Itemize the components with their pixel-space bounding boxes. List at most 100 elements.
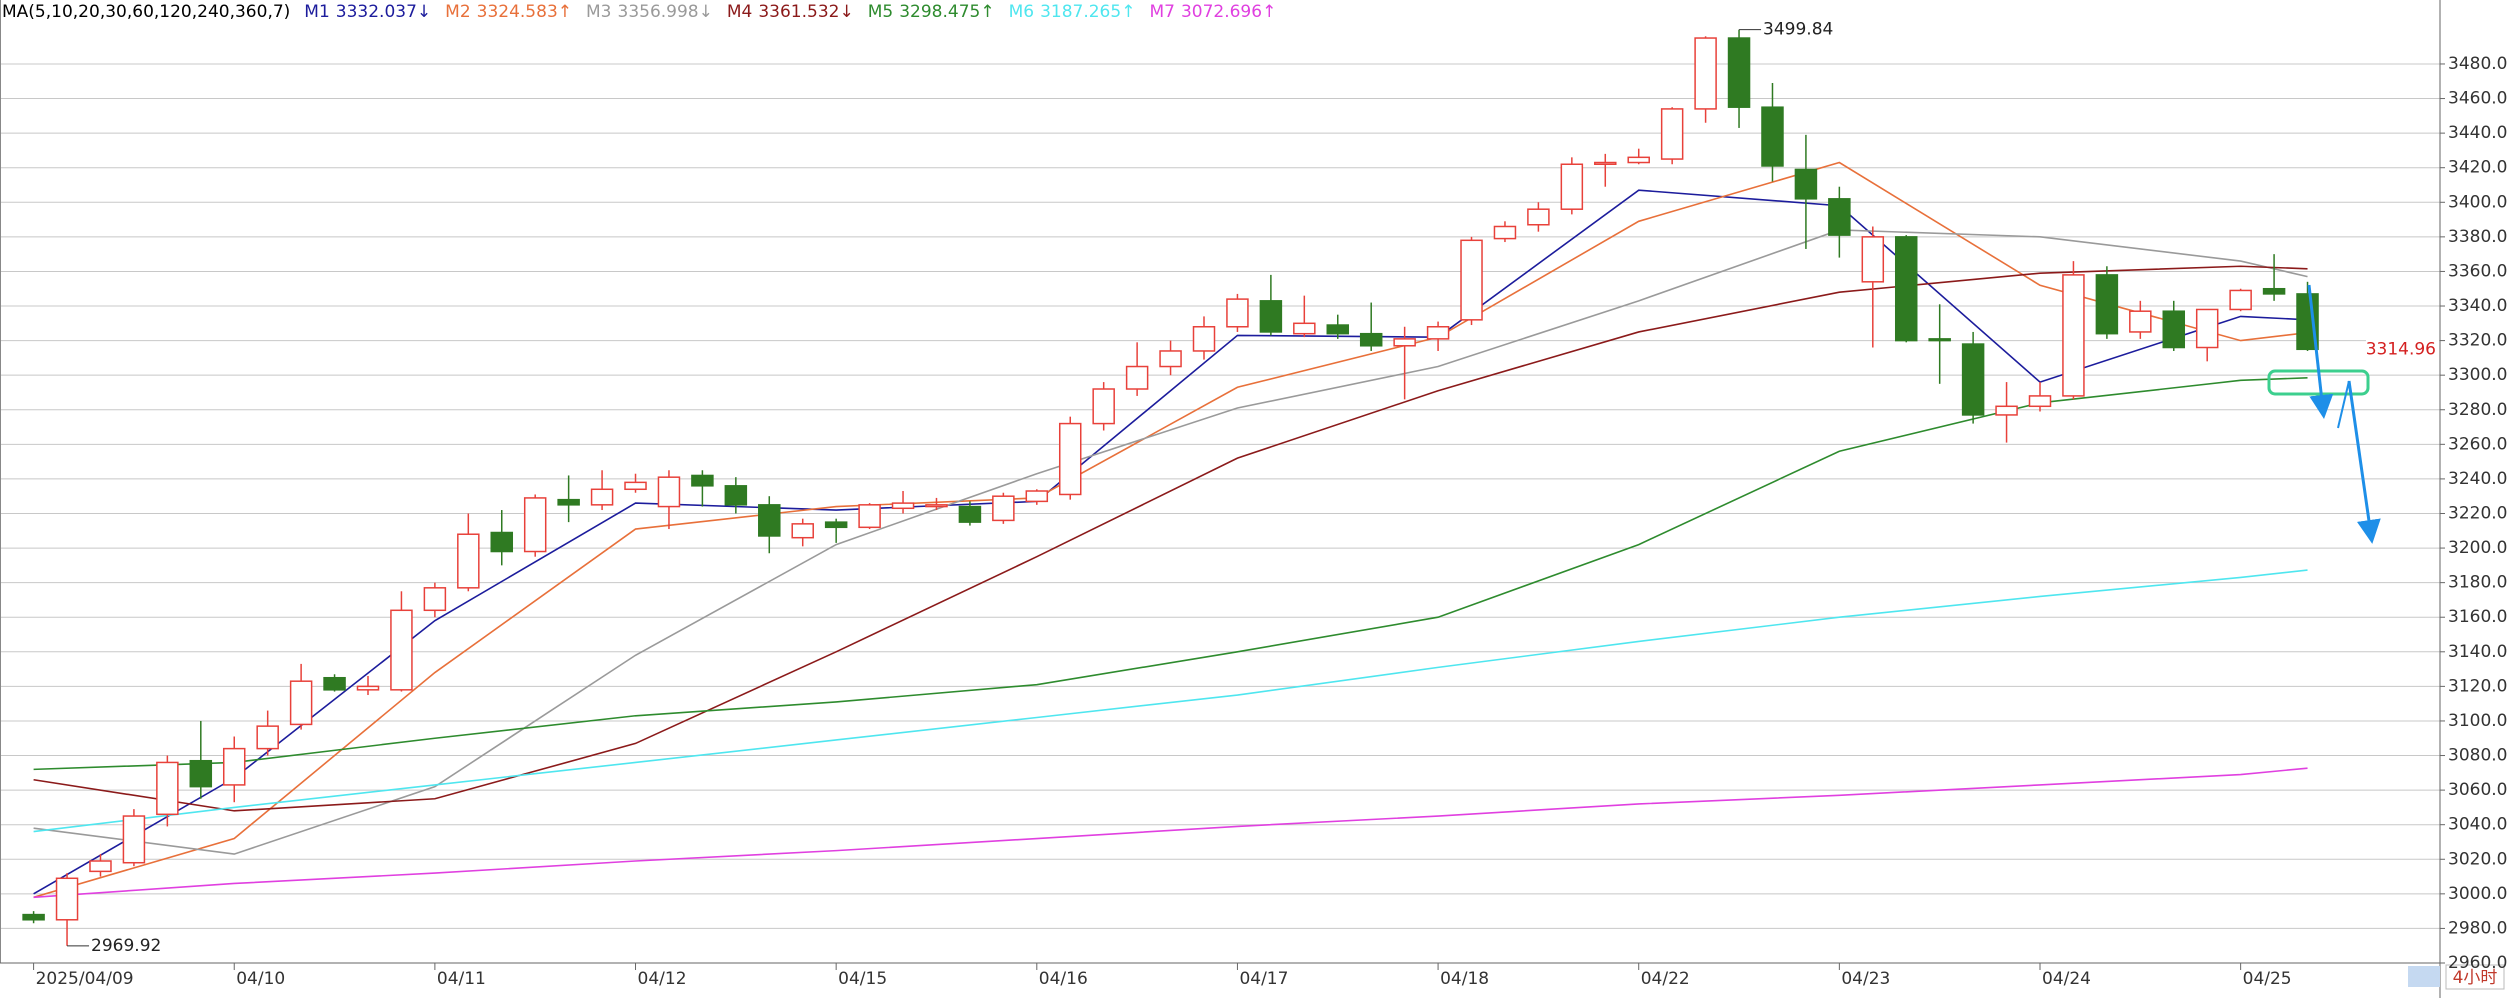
candle-body bbox=[1694, 37, 1717, 110]
legend-name: M1 bbox=[304, 2, 329, 22]
candle-body bbox=[1794, 168, 1818, 200]
y-tick-label: 3380.00 bbox=[2448, 227, 2508, 247]
y-tick-label: 3460.00 bbox=[2448, 89, 2508, 109]
candle-body bbox=[289, 680, 313, 726]
y-tick-label: 2960.00 bbox=[2448, 953, 2508, 973]
y-tick-label: 3220.00 bbox=[2448, 503, 2508, 523]
legend-value: 3356.998 bbox=[618, 2, 699, 22]
candle-body bbox=[189, 759, 213, 788]
y-tick-label: 3240.00 bbox=[2448, 469, 2508, 489]
y-tick-label: 3200.00 bbox=[2448, 538, 2508, 558]
candle-body bbox=[691, 474, 714, 487]
candle-body bbox=[858, 504, 881, 529]
candle-body bbox=[457, 533, 480, 589]
y-tick-label: 3480.00 bbox=[2448, 54, 2508, 74]
candle-body bbox=[724, 485, 748, 506]
legend: MA(5,10,20,30,60,120,240,360,7) M1 3332.03… bbox=[2, 2, 1276, 22]
legend-trend: ↓ bbox=[417, 2, 431, 22]
candle-body bbox=[1058, 422, 1082, 496]
candle-body bbox=[958, 505, 982, 523]
candle-body bbox=[89, 860, 112, 873]
candle-body bbox=[356, 685, 380, 691]
candle-body bbox=[1894, 236, 1918, 342]
y-tick-label: 3280.00 bbox=[2448, 400, 2508, 420]
legend-trend: ↑ bbox=[980, 2, 994, 22]
candle-body bbox=[1092, 388, 1115, 425]
candle-body bbox=[824, 521, 848, 529]
candle-body bbox=[590, 488, 614, 506]
candle-body bbox=[1192, 326, 1216, 352]
x-tick-label: 04/23 bbox=[1841, 969, 1890, 989]
candle-body bbox=[2229, 289, 2252, 311]
low-label: 2969.92 bbox=[91, 936, 161, 956]
arrow-stem bbox=[2337, 380, 2350, 429]
y-tick-label: 3060.00 bbox=[2448, 780, 2508, 800]
candle-body bbox=[22, 913, 45, 921]
candle-body bbox=[1393, 338, 1416, 347]
legend-name: M7 bbox=[1149, 2, 1174, 22]
legend-value: 3332.037 bbox=[336, 2, 417, 22]
y-tick-label: 3160.00 bbox=[2448, 607, 2508, 627]
candle-body bbox=[222, 747, 246, 786]
legend-trend: ↑ bbox=[1121, 2, 1135, 22]
ma-line bbox=[33, 569, 2308, 833]
candles bbox=[22, 29, 2319, 946]
y-tick-label: 2980.00 bbox=[2448, 918, 2508, 938]
candle-body bbox=[1560, 163, 1584, 210]
candle-body bbox=[2028, 395, 2052, 408]
candle-body bbox=[1125, 365, 1149, 390]
legend-trend: ↑ bbox=[558, 2, 572, 22]
y-tick-label: 3080.00 bbox=[2448, 746, 2508, 766]
candle-body bbox=[55, 877, 79, 921]
ma-line bbox=[33, 229, 2308, 855]
candle-body bbox=[758, 504, 781, 537]
candle-body bbox=[1359, 332, 1383, 347]
candle-body bbox=[156, 761, 179, 816]
candle-body bbox=[1259, 300, 1283, 333]
period-label: 4小时 bbox=[2453, 968, 2498, 988]
candle-body bbox=[1828, 198, 1851, 236]
legend-value: 3298.475 bbox=[899, 2, 980, 22]
candle-body bbox=[256, 725, 279, 750]
candle-body bbox=[925, 504, 948, 508]
candle-body bbox=[390, 609, 413, 691]
x-tick-label: 04/22 bbox=[1641, 969, 1690, 989]
x-tick-label: 04/15 bbox=[838, 969, 887, 989]
candle-body bbox=[1226, 298, 1249, 328]
x-tick-label: 04/11 bbox=[437, 969, 486, 989]
legend-trend: ↓ bbox=[839, 2, 853, 22]
y-tick-label: 3020.00 bbox=[2448, 849, 2508, 869]
scroll-indicator bbox=[2408, 966, 2440, 987]
legend-name: M3 bbox=[586, 2, 611, 22]
y-tick-label: 3440.00 bbox=[2448, 123, 2508, 143]
x-tick-label: 04/16 bbox=[1039, 969, 1088, 989]
period-box bbox=[2445, 964, 2505, 990]
arrow bbox=[2347, 380, 2381, 544]
candle-body bbox=[1727, 37, 1751, 108]
y-tick-label: 3180.00 bbox=[2448, 573, 2508, 593]
candle-body bbox=[2262, 287, 2286, 295]
y-tick-label: 3140.00 bbox=[2448, 642, 2508, 662]
candle-body bbox=[624, 481, 647, 491]
candle-body bbox=[1861, 236, 1885, 283]
y-tick-label: 3260.00 bbox=[2448, 434, 2508, 454]
candle-body bbox=[2195, 308, 2219, 349]
candle-body bbox=[1326, 324, 1350, 335]
y-tick-label: 3100.00 bbox=[2448, 711, 2508, 731]
candle-body bbox=[1660, 108, 1684, 160]
candle-body bbox=[1426, 326, 1450, 340]
candle-body bbox=[891, 502, 915, 510]
candle-body bbox=[490, 531, 514, 553]
price-label-bg bbox=[2366, 338, 2439, 361]
legend-trend: ↓ bbox=[699, 2, 713, 22]
legend-value: 3072.696 bbox=[1181, 2, 1262, 22]
x-tick-label: 04/10 bbox=[236, 969, 285, 989]
ma-lines bbox=[33, 161, 2308, 899]
legend-name: M6 bbox=[1009, 2, 1034, 22]
candle-body bbox=[122, 815, 146, 864]
candle-body bbox=[423, 587, 447, 612]
price-label: 3314.96 bbox=[2366, 339, 2436, 359]
